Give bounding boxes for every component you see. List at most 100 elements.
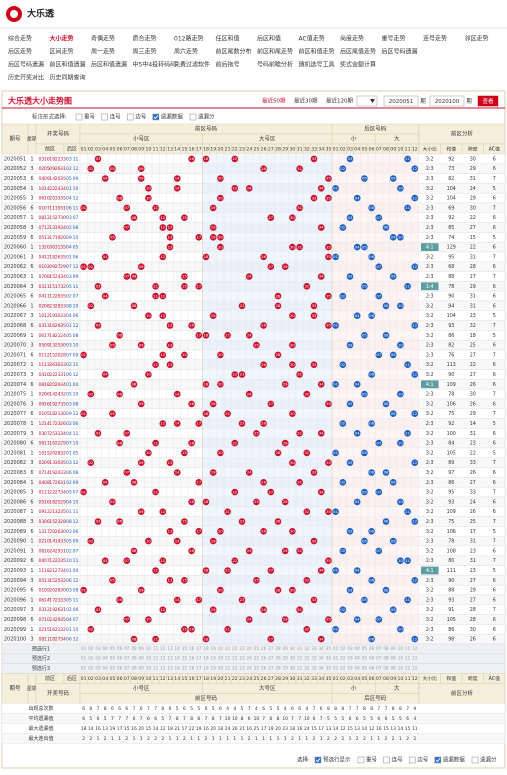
- back-ball-number: 10: [398, 627, 403, 632]
- range-link[interactable]: 最近30期: [294, 97, 318, 105]
- nav-link[interactable]: 前区和值遗漏: [50, 61, 86, 69]
- predict-number: 14: [175, 656, 181, 661]
- to-input[interactable]: [429, 95, 465, 107]
- draw-front: 02: [39, 627, 45, 633]
- nav-link[interactable]: 前后拖号: [216, 61, 240, 69]
- view-button[interactable]: [477, 95, 499, 107]
- nav-link[interactable]: 奇偶走势: [91, 35, 115, 43]
- range-link[interactable]: 最近120期: [326, 97, 353, 105]
- select-box[interactable]: [356, 95, 378, 107]
- nav-link[interactable]: 重号走势: [382, 35, 406, 43]
- nav-link[interactable]: 周三走势: [133, 48, 157, 56]
- nav-link[interactable]: 中5中4投转码码: [133, 61, 177, 69]
- predict-number: 30: [290, 666, 296, 671]
- nav-link[interactable]: 周六走势: [174, 48, 198, 56]
- nav-link[interactable]: 前区和尾走势: [257, 48, 293, 56]
- nav-link[interactable]: AC值走势: [299, 35, 325, 43]
- draw-front: 02: [39, 166, 45, 172]
- column-number: 24: [246, 147, 252, 153]
- nav-link[interactable]: 后区号码遗漏: [382, 48, 418, 56]
- range-link[interactable]: 最近50期: [262, 97, 286, 105]
- draw-back: 01: [66, 509, 72, 515]
- nav-link[interactable]: 奖式金额计算: [340, 61, 376, 69]
- ac-value: 6: [493, 284, 496, 290]
- front-ball-number: 04: [103, 293, 108, 298]
- checkbox[interactable]: [189, 113, 197, 121]
- nav-link[interactable]: 前区和值走势: [299, 48, 335, 56]
- back-ball-number: 03: [348, 342, 353, 347]
- ac-value: 6: [493, 382, 496, 388]
- nav-link[interactable]: 邻区走势: [465, 35, 489, 43]
- nav-link[interactable]: 随机选号工具: [299, 61, 335, 69]
- nav-link[interactable]: 后区和值: [257, 35, 281, 43]
- nav-link[interactable]: 前区尾数分布: [216, 48, 252, 56]
- nav-link[interactable]: 任区和值: [216, 35, 240, 43]
- checkbox[interactable]: [471, 756, 479, 764]
- front-ball: [209, 224, 217, 231]
- checkbox[interactable]: [75, 113, 83, 121]
- front-ball-number: 13: [168, 342, 173, 347]
- draw-back: 07: [66, 352, 72, 358]
- stats-value: 1: [140, 736, 143, 742]
- nav-link[interactable]: 区间走势: [50, 48, 74, 56]
- draw-front: 35: [60, 558, 66, 564]
- front-ball-number: 18: [204, 156, 209, 161]
- from-input[interactable]: [383, 95, 419, 107]
- checkbox[interactable]: [408, 756, 416, 764]
- front-ball-number: 09: [139, 176, 144, 181]
- sum-value: 97: [448, 470, 454, 476]
- checkbox[interactable]: [383, 756, 390, 764]
- stats-value: 2: [89, 736, 92, 742]
- nav-link[interactable]: 综合走势: [8, 35, 32, 43]
- nav-link[interactable]: 历史同期查询: [50, 74, 86, 82]
- draw-front: 34: [60, 186, 66, 192]
- span-value: 25: [470, 343, 476, 349]
- nav-link[interactable]: 号码前瞻分析: [257, 61, 293, 69]
- front-ball-number: 04: [103, 480, 108, 485]
- draw-back: 12: [73, 264, 79, 270]
- checkbox[interactable]: [314, 756, 322, 764]
- nav-link[interactable]: 尚度走势: [340, 35, 364, 43]
- weekday: 6: [30, 323, 33, 329]
- predict-number: 06: [117, 666, 123, 671]
- nav-link[interactable]: 连号走势: [423, 35, 447, 43]
- option-label: 遗漏数据: [443, 756, 466, 764]
- front-ball-number: 32: [304, 627, 309, 632]
- nav-link[interactable]: 后区尾值走势: [340, 48, 376, 56]
- draw-front: 09: [44, 460, 50, 466]
- checkbox[interactable]: [101, 113, 108, 121]
- stats-value: 8: [399, 706, 402, 712]
- checkbox[interactable]: [357, 756, 365, 764]
- nav-link[interactable]: 免费过滤软件: [174, 61, 210, 69]
- checkbox[interactable]: [434, 756, 442, 764]
- nav-link[interactable]: 后区号码遗漏: [8, 61, 44, 69]
- column-number: 05: [361, 676, 367, 682]
- front-ball: [274, 302, 282, 310]
- checkbox[interactable]: [126, 113, 134, 121]
- predict-number: 19: [211, 646, 217, 651]
- weekday: 1: [30, 156, 33, 162]
- nav-link[interactable]: 后区走势: [8, 48, 32, 56]
- draw-front: 24: [55, 186, 61, 192]
- checkbox[interactable]: [152, 113, 160, 121]
- draw-back: 06: [73, 254, 79, 260]
- size-ratio: 3:2: [426, 529, 434, 535]
- front-ball-number: 31: [297, 548, 302, 553]
- back-ball-number: 07: [376, 489, 381, 494]
- issue: 2020082: [4, 460, 26, 466]
- predict-number: 29: [283, 666, 289, 671]
- nav-link[interactable]: 012路走势: [174, 35, 203, 43]
- draw-front: 14: [49, 176, 55, 182]
- nav-link[interactable]: 历史开奖对比: [8, 74, 44, 82]
- front-ball-number: 31: [297, 607, 302, 612]
- nav-link[interactable]: 周一走势: [91, 48, 115, 56]
- front-ball: [94, 283, 102, 290]
- nav-link[interactable]: 大小走势: [50, 35, 74, 43]
- front-ball: [260, 479, 267, 486]
- nav-link[interactable]: 后区和值遗漏: [91, 61, 127, 69]
- weekday: 3: [30, 254, 33, 260]
- front-ball-number: 18: [204, 254, 209, 259]
- column-number: 10: [397, 676, 403, 682]
- nav-link[interactable]: 质合走势: [133, 35, 157, 43]
- weekday: 1: [30, 597, 33, 603]
